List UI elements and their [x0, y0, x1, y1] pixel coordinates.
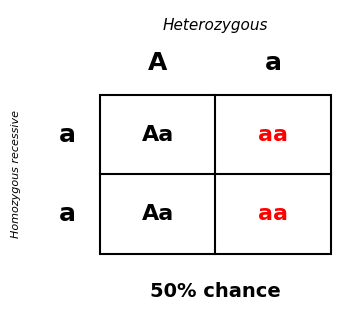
Text: a: a	[59, 123, 76, 147]
Text: A: A	[148, 51, 167, 75]
Text: aa: aa	[258, 125, 288, 145]
Bar	[100, 95, 331, 254]
Text: 50% chance: 50% chance	[150, 282, 281, 301]
Text: a: a	[59, 202, 76, 226]
Text: Aa: Aa	[141, 125, 174, 145]
Text: Heterozygous: Heterozygous	[163, 18, 268, 33]
Text: a: a	[265, 51, 282, 75]
Text: Aa: Aa	[141, 204, 174, 224]
Text: Homozygous recessive: Homozygous recessive	[11, 110, 21, 238]
Text: aa: aa	[258, 204, 288, 224]
